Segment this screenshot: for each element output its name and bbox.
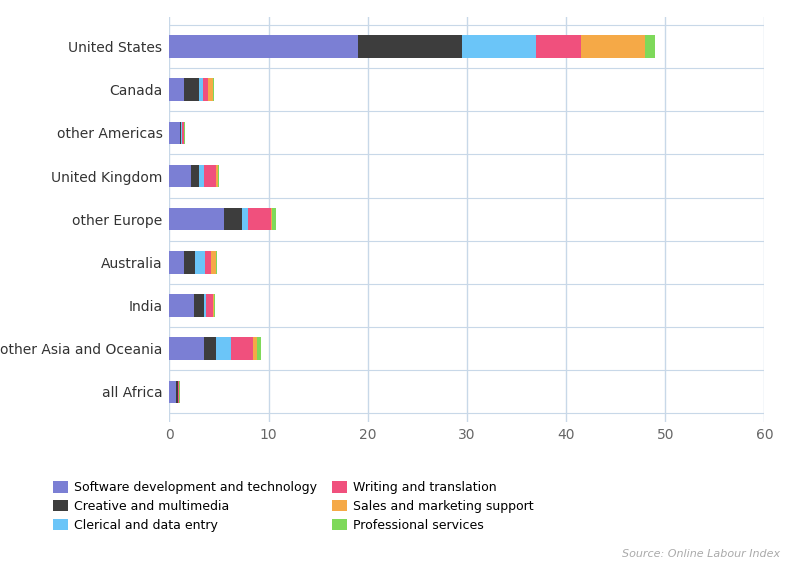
Bar (203, 79, 208, 101)
Bar (272, 208, 276, 230)
Bar (645, 35, 656, 58)
Bar (216, 337, 231, 360)
Bar (195, 251, 205, 274)
Bar (537, 35, 581, 58)
Bar (199, 165, 204, 187)
Bar (169, 79, 184, 101)
Bar (253, 337, 257, 360)
Bar (169, 165, 191, 187)
Bar (213, 294, 214, 317)
Bar (231, 337, 253, 360)
Bar (204, 294, 206, 317)
Bar (169, 380, 177, 403)
Bar (184, 251, 195, 274)
Bar (169, 337, 204, 360)
Bar (211, 251, 216, 274)
Bar (581, 35, 645, 58)
Bar (213, 79, 214, 101)
Bar (216, 165, 218, 187)
Bar (191, 165, 199, 187)
Bar (199, 79, 203, 101)
Bar (204, 337, 216, 360)
Bar (182, 121, 184, 144)
Bar (204, 165, 216, 187)
Bar (462, 35, 537, 58)
Bar (194, 294, 204, 317)
Bar (169, 35, 358, 58)
Bar (180, 121, 181, 144)
Bar (208, 79, 213, 101)
Bar (169, 208, 224, 230)
Bar (206, 294, 213, 317)
Bar (205, 251, 211, 274)
Text: Source: Online Labour Index: Source: Online Labour Index (622, 549, 780, 559)
Bar (169, 121, 180, 144)
Bar (177, 380, 178, 403)
Bar (242, 208, 247, 230)
Bar (184, 79, 199, 101)
Bar (247, 208, 270, 230)
Legend: Software development and technology, Creative and multimedia, Clerical and data : Software development and technology, Cre… (48, 477, 539, 537)
Bar (270, 208, 272, 230)
Bar (358, 35, 462, 58)
Bar (169, 294, 194, 317)
Bar (224, 208, 242, 230)
Bar (257, 337, 261, 360)
Bar (169, 251, 184, 274)
